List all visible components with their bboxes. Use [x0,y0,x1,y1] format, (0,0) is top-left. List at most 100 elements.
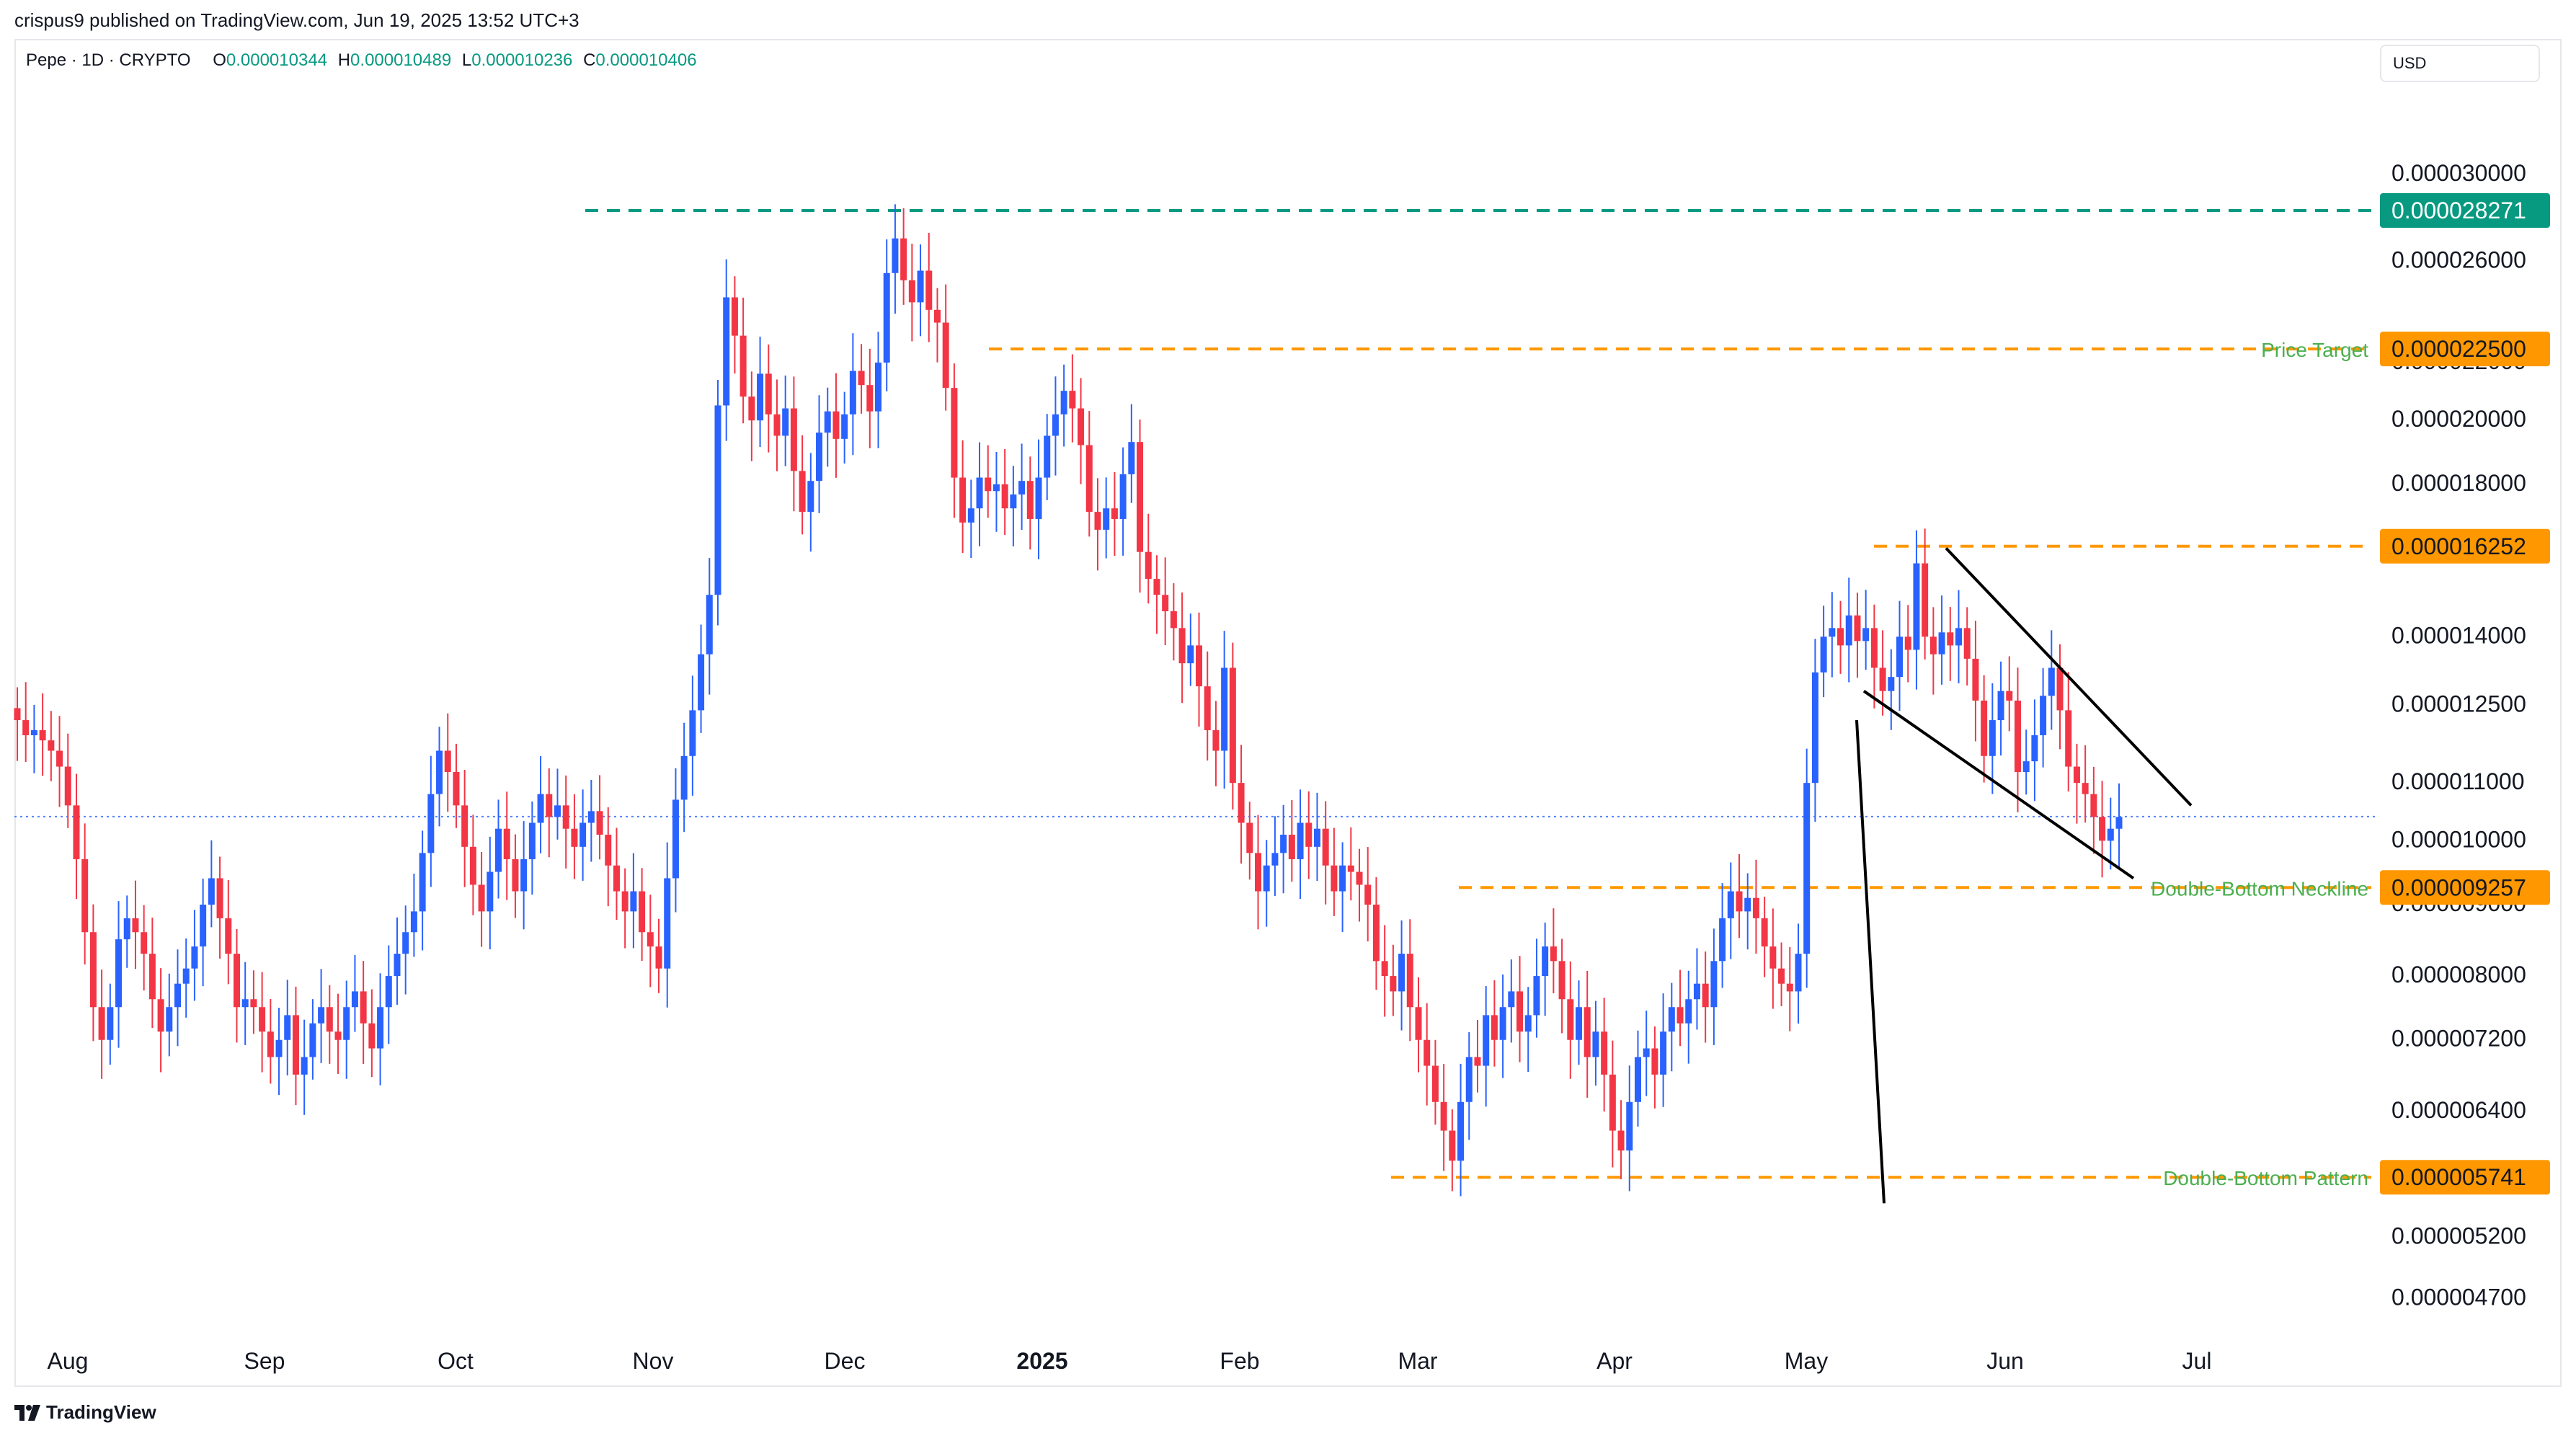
candle-body [461,805,468,847]
candle-body [402,932,409,954]
candle-body [1483,1015,1490,1066]
y-tick-label: 0.000026000 [2391,247,2526,272]
candle-body [807,481,814,513]
candle-body [141,932,148,954]
candle-body [2073,766,2080,784]
y-tick-label: 0.000030000 [2391,160,2526,186]
candle-body [2099,817,2106,841]
candle-body [639,891,646,933]
candle-body [849,371,856,414]
candle-body [782,408,789,436]
candle-body [1601,1032,1608,1075]
candle-body [1457,1101,1465,1161]
candle-body [1431,1065,1439,1102]
candle-body [1026,481,1034,519]
x-tick-label: Jul [2182,1348,2212,1374]
candle-body [48,740,55,751]
candle-body [1128,442,1135,474]
candle-body [478,884,485,912]
y-tick-label: 0.000005200 [2391,1223,2526,1249]
candle-body [790,408,797,471]
candle-body [1069,391,1076,409]
candle-body [1196,645,1203,687]
candle-body [689,710,696,756]
candle-body [528,822,536,859]
candle-body [1263,865,1270,892]
candle-body [1001,484,1008,509]
flagpole-line[interactable] [1855,719,1886,1204]
candle-body [1626,1101,1633,1151]
candle-body [875,363,882,412]
x-tick-label: Aug [48,1348,89,1374]
candle-body [621,891,629,912]
candle-body [318,1007,325,1024]
candle-body [1567,999,1574,1040]
candle-body [655,946,662,969]
candle-body [967,508,974,523]
candle-body [1415,1007,1422,1040]
candle-body [1660,1032,1667,1075]
candle-body [596,811,603,835]
candle-body [892,238,899,273]
wedge-upper-trendline[interactable] [1945,547,2193,807]
candle-body [1676,1007,1684,1024]
candle-body [132,918,139,933]
candle-body [925,270,933,310]
candle-body [1710,961,1718,1008]
currency-selector[interactable]: USD [2380,45,2540,82]
candle-body [1929,636,1937,655]
candle-body [1229,667,1236,784]
candle-body [360,991,367,1024]
candle-body [1922,563,1929,637]
candle-body [992,484,1000,492]
candle-body [1305,822,1313,847]
candle-body [1997,691,2004,721]
candle-body [73,805,80,859]
x-tick-label: Apr [1596,1348,1633,1374]
price-target-price-text: 0.000022500 [2391,336,2526,362]
candle-body [1474,1057,1481,1066]
candle-body [1795,954,1802,992]
publish-header: crispus9 published on TradingView.com, J… [0,0,2576,37]
symbol-title[interactable]: Pepe · 1D · CRYPTO [26,50,191,70]
candle-body [587,811,595,823]
candle-body [301,1057,308,1075]
candle-body [2022,761,2030,773]
candle-body [1178,628,1186,664]
tradingview-brand[interactable]: TradingView [14,1401,156,1424]
candle-body [1313,828,1320,847]
brand-name: TradingView [46,1401,156,1423]
candle-body [1736,891,1743,912]
double-bottom-pattern-price-text: 0.000005741 [2391,1164,2526,1190]
candle-body [1854,615,1861,642]
candle-body [1221,667,1228,751]
candle-body [2006,691,2013,701]
candle-body [377,1007,384,1049]
candle-body [1829,628,1836,637]
wedge-lower-trendline[interactable] [1862,690,2135,880]
candle-body [1204,686,1211,730]
candle-body [259,1007,266,1032]
candle-body [714,405,721,595]
candle-body [799,471,806,513]
price-target-annotation: Price Target [2261,339,2368,361]
candle-body [1381,961,1388,977]
candle-body [157,999,164,1032]
candle-body [1322,828,1329,866]
candle-body [1111,508,1118,519]
candle-body [748,396,755,421]
candle-body [1963,628,1971,659]
candle-body [1078,408,1085,445]
candle-body [1060,391,1067,414]
double-bottom-neckline-price-tag [2380,870,2550,905]
candle-body [1449,1130,1456,1161]
candle-body [334,1032,342,1040]
candle-body [1685,999,1692,1024]
candle-body [546,794,553,817]
ath-price-text: 0.000028271 [2391,198,2526,223]
candle-body [1153,579,1160,595]
candle-body [664,878,671,969]
close-label: C [583,50,596,70]
